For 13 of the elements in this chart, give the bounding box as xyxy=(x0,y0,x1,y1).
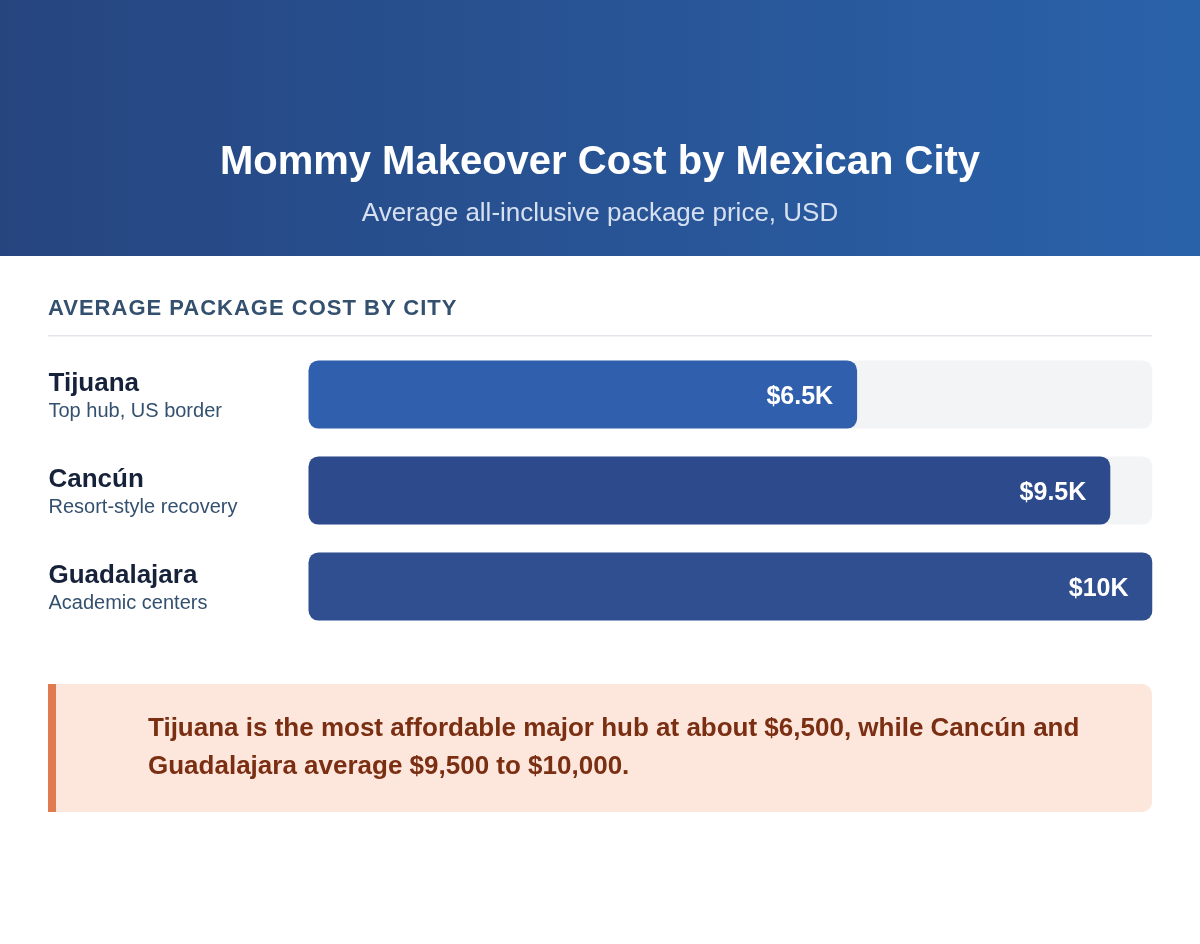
y-tick-label: Tijuana xyxy=(48,367,140,398)
text: Top hub, US border xyxy=(48,398,223,421)
text: Resort-style recovery xyxy=(48,494,238,517)
chart-subtitle: Average all-inclusive package price, USD xyxy=(360,196,840,229)
y-tick-label: Cancún xyxy=(48,463,144,494)
data-label: $9.5K xyxy=(1019,476,1087,505)
chart-title: Mommy Makeover Cost by Mexican City xyxy=(218,138,982,182)
data-label: $6.5K xyxy=(766,380,834,409)
data-label: $10K xyxy=(1068,572,1129,601)
y-tick-label: Guadalajara xyxy=(48,559,198,590)
text: Academic centers xyxy=(48,590,208,613)
text: Tijuana is the most affordable major hub at about $6,500, while Cancún and Guadalajara average $9,500 to $10,000. xyxy=(48,684,1152,812)
text: AVERAGE PACKAGE COST BY CITY xyxy=(48,256,1152,338)
